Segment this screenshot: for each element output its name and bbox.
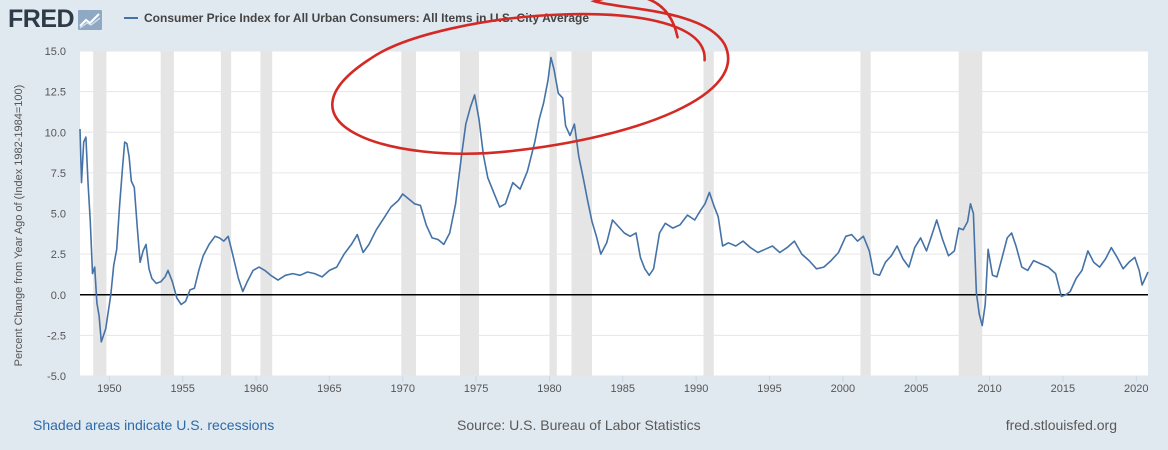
y-tick-label: 2.5 <box>51 249 66 261</box>
y-tick-label: -2.5 <box>47 330 66 342</box>
x-tick-label: 1955 <box>170 383 194 395</box>
chart-header: FRED Consumer Price Index for All Urban … <box>0 0 1168 40</box>
y-tick-label: -5.0 <box>47 371 66 383</box>
chart-footer: Shaded areas indicate U.S. recessions So… <box>0 410 1168 440</box>
legend-swatch <box>124 17 138 19</box>
series-line <box>79 56 1149 343</box>
x-tick-label: 1995 <box>757 383 781 395</box>
chart-legend: Consumer Price Index for All Urban Consu… <box>124 11 589 25</box>
y-tick-label: 15.0 <box>45 46 66 58</box>
x-tick-label: 2015 <box>1051 383 1075 395</box>
y-tick-label: 12.5 <box>45 87 66 99</box>
recession-note-link[interactable]: Shaded areas indicate U.S. recessions <box>33 417 275 433</box>
site-url[interactable]: fred.stlouisfed.org <box>1005 417 1117 433</box>
x-tick-label: 1980 <box>537 383 561 395</box>
x-tick-label: 2020 <box>1124 383 1148 395</box>
x-tick-label: 1950 <box>97 383 121 395</box>
fred-logo-text: FRED <box>8 5 75 33</box>
chart-trend-icon <box>78 10 103 30</box>
y-tick-label: 10.0 <box>45 127 66 139</box>
x-tick-label: 1965 <box>317 383 341 395</box>
x-tick-label: 1960 <box>244 383 268 395</box>
red-circle-annotation <box>331 0 730 155</box>
x-tick-label: 2005 <box>904 383 928 395</box>
chart: -5.0 -2.5 0.0 2.5 5.0 7.5 10.0 12.5 15.0 1950 195… <box>13 0 1149 395</box>
x-tick-label: 1970 <box>391 383 415 395</box>
x-tick-label: 2000 <box>831 383 855 395</box>
source-text: Source: U.S. Bureau of Labor Statistics <box>457 417 701 433</box>
y-tick-label: 7.5 <box>51 168 66 180</box>
x-tick-label: 2010 <box>977 383 1001 395</box>
x-tick-label: 1990 <box>684 383 708 395</box>
x-tick-label: 1975 <box>464 383 488 395</box>
y-tick-label: 0.0 <box>51 290 66 302</box>
x-tick-label: 1985 <box>611 383 635 395</box>
legend-series-name: Consumer Price Index for All Urban Consu… <box>144 11 589 25</box>
y-axis-label: Percent Change from Year Ago of (Index 1… <box>13 85 25 367</box>
fred-logo[interactable]: FRED <box>8 4 103 34</box>
y-tick-label: 5.0 <box>51 209 66 221</box>
